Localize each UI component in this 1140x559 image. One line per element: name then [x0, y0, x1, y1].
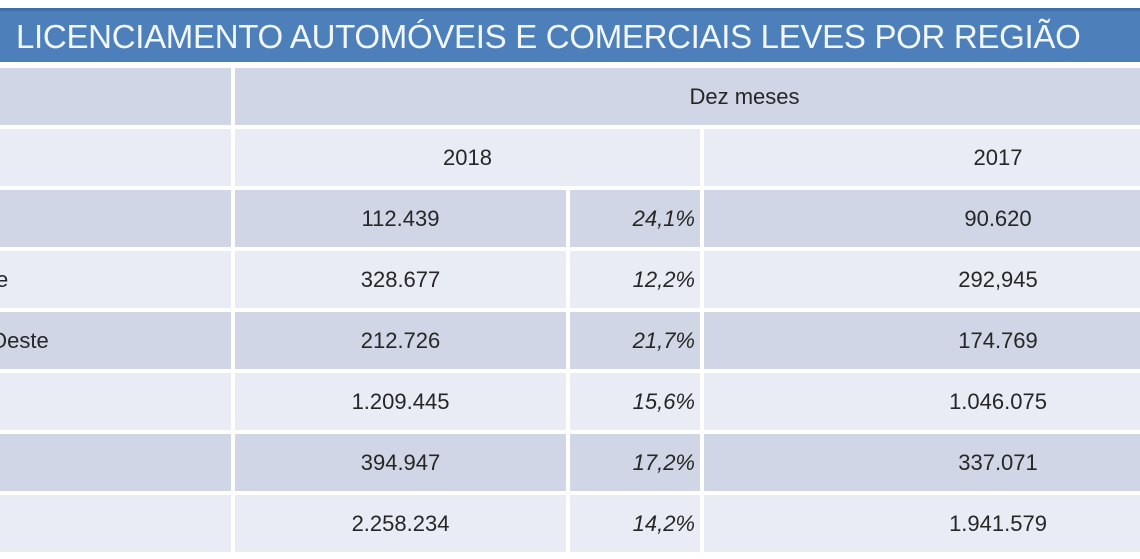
growth-percent-cell: 17,2%	[570, 434, 700, 491]
year-2017-label: 2017	[973, 144, 1023, 170]
region-header-cell	[0, 129, 231, 186]
table-header-years-row: 2018 2017	[0, 129, 1140, 186]
year-2018-label: 2018	[443, 144, 492, 170]
value-2017-cell: 1.046.075	[704, 373, 1140, 430]
table-row: 2.258.234 14,2% 1.941.579	[0, 495, 1140, 552]
growth-percent-cell: 21,7%	[570, 312, 700, 369]
year-2018-header-cell: 2018	[235, 129, 700, 186]
value-2018-cell: 2.258.234	[235, 495, 566, 552]
value-2017-cell: 292,945	[704, 251, 1140, 308]
title-bar: LICENCIAMENTO AUTOMÓVEIS E COMERCIAIS LE…	[0, 8, 1140, 62]
region-header-cell	[0, 68, 231, 125]
region-label: Oeste	[0, 327, 49, 353]
table-row: 112.439 24,1% 90.620	[0, 190, 1140, 247]
region-cell	[0, 190, 231, 247]
region-label: e	[0, 266, 9, 292]
region-cell	[0, 434, 231, 491]
value-2017-cell: 1.941.579	[704, 495, 1140, 552]
region-cell: Oeste	[0, 312, 231, 369]
period-header-label: Dez meses	[689, 83, 800, 109]
table-row: e 328.677 12,2% 292,945	[0, 251, 1140, 308]
page-title: LICENCIAMENTO AUTOMÓVEIS E COMERCIAIS LE…	[16, 17, 1081, 55]
value-2018-cell: 394.947	[235, 434, 566, 491]
value-2017-cell: 174.769	[704, 312, 1140, 369]
growth-percent-cell: 24,1%	[570, 190, 700, 247]
period-header-cell: Dez meses	[235, 68, 1140, 125]
growth-percent-cell: 15,6%	[570, 373, 700, 430]
table-row: 1.209.445 15,6% 1.046.075	[0, 373, 1140, 430]
value-2017-cell: 90.620	[704, 190, 1140, 247]
table-row: 394.947 17,2% 337.071	[0, 434, 1140, 491]
table-header-period-row: Dez meses	[0, 68, 1140, 125]
value-2018-cell: 212.726	[235, 312, 566, 369]
value-2018-cell: 112.439	[235, 190, 566, 247]
value-2017-cell: 337.071	[704, 434, 1140, 491]
table-row: Oeste 212.726 21,7% 174.769	[0, 312, 1140, 369]
year-2017-header-cell: 2017	[704, 129, 1140, 186]
growth-percent-cell: 12,2%	[570, 251, 700, 308]
region-cell	[0, 373, 231, 430]
growth-percent-cell: 14,2%	[570, 495, 700, 552]
value-2018-cell: 1.209.445	[235, 373, 566, 430]
region-cell	[0, 495, 231, 552]
region-cell: e	[0, 251, 231, 308]
licensing-table: Dez meses 2018 2017 112.439 24,1% 90.620	[0, 68, 1140, 552]
value-2018-cell: 328.677	[235, 251, 566, 308]
